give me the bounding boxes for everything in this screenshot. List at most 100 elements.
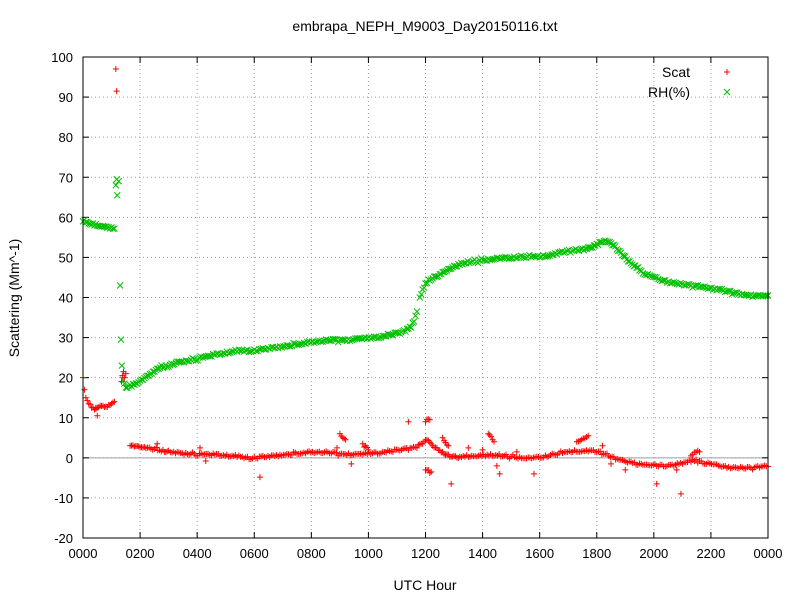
- chart-title: embrapa_NEPH_M9003_Day20150116.txt: [292, 18, 557, 34]
- legend-label: RH(%): [648, 84, 690, 100]
- data-point: [189, 449, 196, 456]
- data-point: [465, 444, 472, 451]
- data-point: [583, 434, 590, 441]
- y-tick-label: 0: [66, 451, 73, 466]
- data-point: [413, 308, 421, 315]
- data-point: [403, 325, 411, 333]
- data-point: [761, 292, 768, 299]
- data-point: [204, 352, 212, 360]
- data-point: [106, 225, 114, 232]
- data-point: [445, 442, 452, 449]
- data-point: [92, 220, 100, 228]
- x-axis-label: UTC Hour: [393, 577, 456, 593]
- data-point: [530, 470, 537, 477]
- y-tick-label: -20: [54, 531, 73, 546]
- data-point: [667, 279, 674, 287]
- data-point: [206, 352, 214, 360]
- data-point: [568, 247, 576, 255]
- data-point: [694, 281, 702, 289]
- data-point: [646, 272, 654, 279]
- data-point: [384, 330, 392, 338]
- data-point: [206, 451, 213, 458]
- data-point: [264, 344, 272, 352]
- y-tick-label: 80: [59, 130, 73, 145]
- data-point: [334, 444, 341, 451]
- data-point: [266, 345, 274, 353]
- data-point: [228, 348, 236, 355]
- data-point: [634, 461, 641, 468]
- data-point: [266, 454, 273, 461]
- data-point: [275, 453, 282, 460]
- data-point: [116, 282, 124, 289]
- data-point: [592, 449, 599, 456]
- data-point: [442, 452, 449, 459]
- data-point: [118, 362, 126, 369]
- data-point: [87, 401, 94, 408]
- data-point: [94, 412, 101, 419]
- y-axis-label: Scattering (Mm^-1): [6, 239, 22, 358]
- data-point: [455, 454, 462, 461]
- data-point: [107, 402, 114, 409]
- data-point: [422, 280, 429, 287]
- data-point: [460, 259, 468, 267]
- data-point: [673, 466, 680, 473]
- data-point: [426, 439, 433, 446]
- data-point: [377, 334, 385, 341]
- y-tick-label: 100: [51, 50, 73, 65]
- data-point: [548, 251, 556, 258]
- data-point: [169, 361, 177, 368]
- data-point: [485, 430, 492, 437]
- data-point: [377, 450, 384, 457]
- y-tick-label: -10: [54, 491, 73, 506]
- y-tick-label: 30: [59, 331, 73, 346]
- data-point: [744, 291, 751, 299]
- data-point: [117, 336, 125, 343]
- data-point: [258, 453, 265, 460]
- data-point: [290, 339, 297, 347]
- data-point: [506, 455, 513, 462]
- data-point: [81, 386, 88, 393]
- data-point: [581, 245, 589, 253]
- data-point: [641, 271, 649, 278]
- x-tick-label: 1000: [354, 546, 383, 561]
- data-point: [599, 442, 606, 449]
- data-point: [153, 444, 160, 451]
- data-point: [466, 259, 473, 267]
- data-point: [609, 453, 616, 460]
- data-point: [326, 337, 333, 345]
- data-point: [98, 223, 105, 231]
- data-point: [92, 405, 99, 412]
- data-point: [746, 464, 753, 471]
- x-tick-label: 1800: [582, 546, 611, 561]
- data-point: [324, 336, 332, 344]
- data-point: [220, 349, 227, 357]
- data-point: [82, 394, 89, 401]
- data-point: [164, 448, 171, 455]
- data-point: [406, 323, 414, 331]
- data-point: [597, 448, 604, 455]
- data-point: [694, 459, 701, 466]
- data-point: [409, 319, 417, 326]
- y-tick-label: 50: [59, 250, 73, 265]
- legend-label: Scat: [662, 64, 690, 80]
- data-point: [716, 285, 724, 293]
- data-point: [292, 449, 299, 456]
- data-point: [348, 336, 356, 344]
- data-point: [309, 448, 316, 455]
- data-point: [560, 249, 567, 256]
- data-point: [98, 402, 105, 409]
- data-point: [497, 453, 504, 460]
- data-point: [202, 458, 209, 465]
- data-point: [112, 66, 119, 73]
- data-point: [339, 434, 346, 441]
- data-point: [256, 345, 263, 353]
- data-point: [375, 334, 383, 342]
- data-point: [172, 450, 179, 457]
- x-tick-label: 0800: [297, 546, 326, 561]
- data-point: [369, 450, 376, 457]
- data-point: [608, 460, 615, 467]
- data-point: [463, 452, 470, 459]
- data-point: [496, 470, 503, 477]
- data-point: [517, 252, 525, 260]
- data-point: [381, 332, 388, 340]
